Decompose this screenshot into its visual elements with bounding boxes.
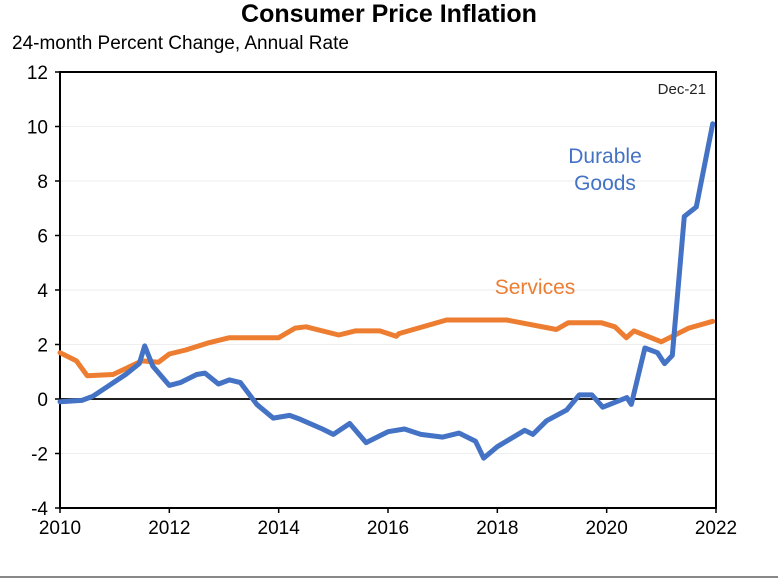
- series-line-durable-goods: [57, 121, 716, 461]
- y-tick-label: 2: [37, 336, 48, 357]
- y-tick-label: 0: [37, 390, 48, 411]
- x-tick-label: 2020: [586, 518, 628, 539]
- y-tick-label: 8: [37, 172, 48, 193]
- plot-frame: [59, 71, 717, 509]
- y-tick-label: 6: [37, 227, 48, 248]
- divider: [0, 576, 778, 578]
- y-tick-label: 10: [27, 118, 48, 139]
- x-tick-label: 2022: [695, 518, 737, 539]
- y-tick-label: -2: [31, 445, 48, 466]
- series-label-durable-goods: Goods: [574, 172, 636, 195]
- y-tick-label: 4: [37, 281, 48, 302]
- y-tick-label: -4: [31, 499, 48, 520]
- x-tick-label: 2012: [148, 518, 190, 539]
- series-label-services: Services: [495, 276, 576, 299]
- series-line-services: [57, 317, 716, 379]
- x-tick-label: 2010: [39, 518, 81, 539]
- x-tick-label: 2014: [258, 518, 301, 539]
- series-label-durable-goods: Durable: [568, 145, 642, 168]
- chart-title: Consumer Price Inflation: [241, 0, 537, 28]
- y-tick-label: 12: [27, 63, 48, 84]
- date-annotation: Dec-21: [658, 81, 706, 98]
- chart-subtitle: 24-month Percent Change, Annual Rate: [12, 33, 349, 54]
- x-tick-label: 2018: [476, 518, 518, 539]
- x-tick-label: 2016: [367, 518, 409, 539]
